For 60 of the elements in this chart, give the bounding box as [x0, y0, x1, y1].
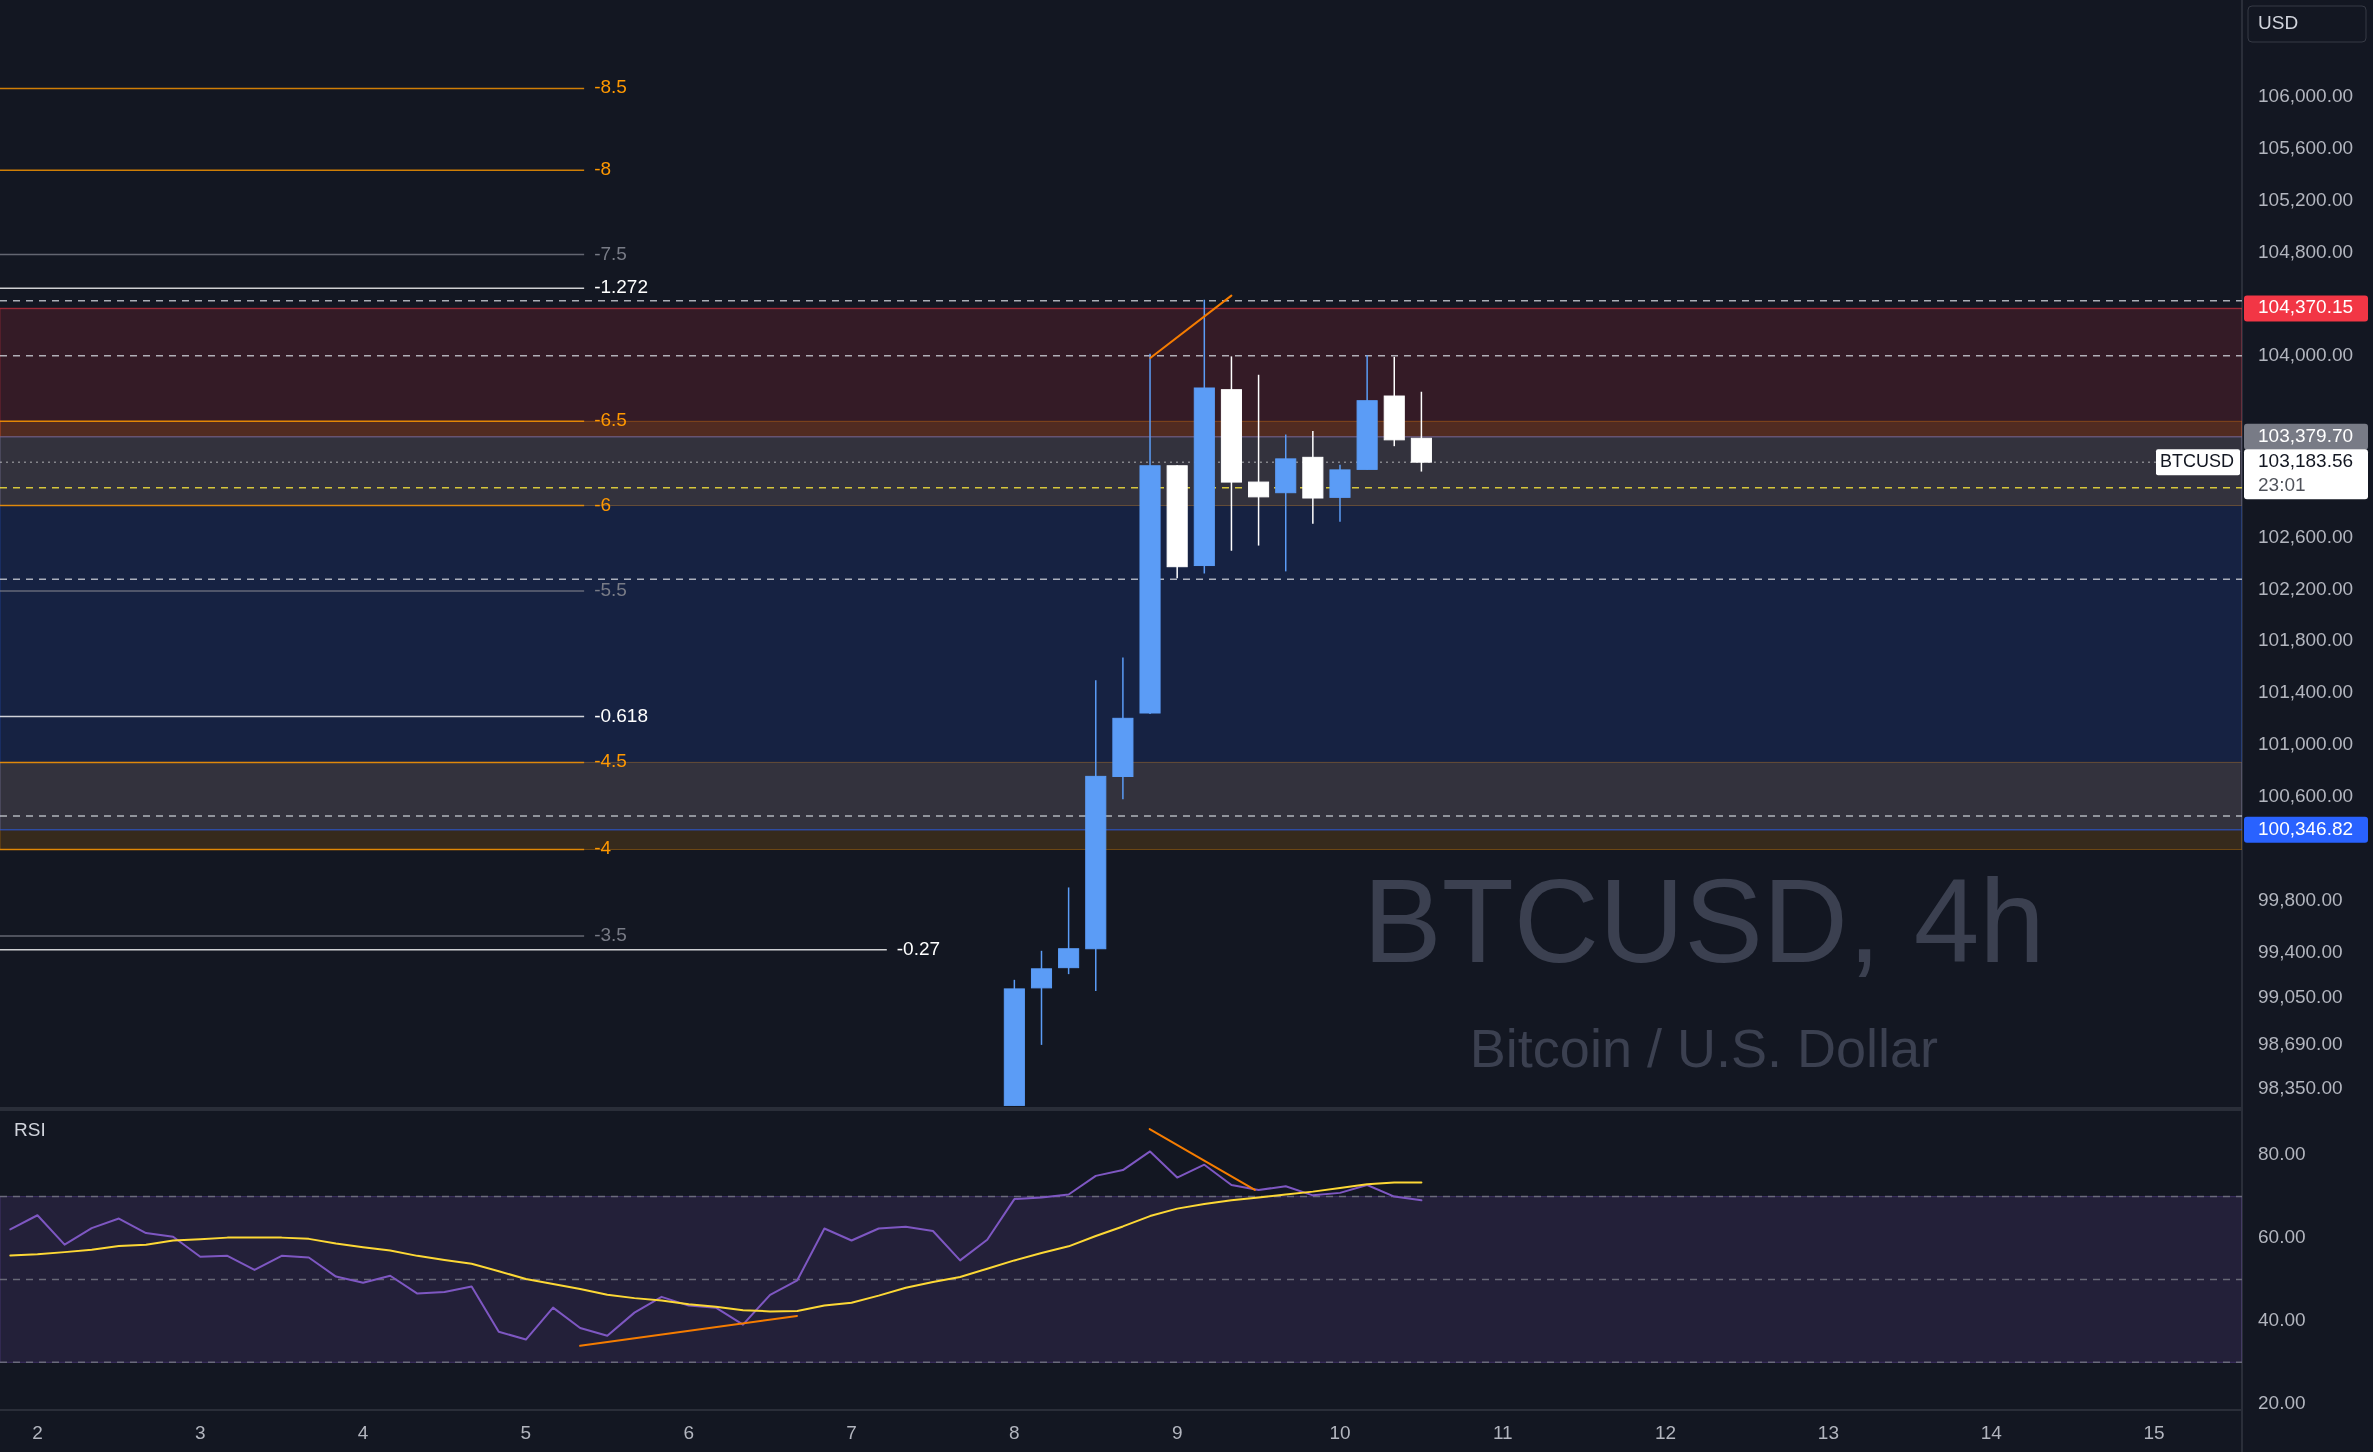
- annotation: -6.5: [594, 409, 627, 431]
- candlestick: [1248, 374, 1270, 547]
- candlestick: [1410, 391, 1432, 473]
- text: 23:01: [2258, 474, 2306, 496]
- x-tick-label: 5: [520, 1422, 532, 1444]
- y-tick-label: 20.00: [2258, 1391, 2306, 1413]
- y-tick-label: 99,050.00: [2258, 985, 2343, 1007]
- x-tick-label: 14: [1980, 1422, 2003, 1444]
- y-tick-label: 101,400.00: [2258, 681, 2354, 703]
- x-tick-label: 7: [846, 1422, 857, 1444]
- y-tick-label: 99,800.00: [2258, 888, 2343, 910]
- y-tick-label: 98,350.00: [2258, 1076, 2343, 1098]
- line-series: [9, 1181, 1423, 1313]
- y-tick-label: 102,600.00: [2258, 525, 2354, 547]
- y-tick-label: 101,800.00: [2258, 629, 2354, 651]
- annotation: -0.27: [896, 937, 941, 959]
- y-tick-label: 99,400.00: [2258, 940, 2343, 962]
- ref-line-label: 103,183.56: [2258, 450, 2354, 472]
- y-tick-label: 40.00: [2258, 1308, 2306, 1330]
- text: USD: [2258, 12, 2299, 34]
- x-tick-label: 12: [1655, 1422, 1677, 1444]
- annotation: -7.5: [594, 242, 627, 264]
- x-tick-label: 2: [32, 1422, 43, 1444]
- line-series: [9, 1150, 1423, 1341]
- candlestick: [1058, 886, 1080, 975]
- annotation: BTCUSD: [2159, 450, 2234, 471]
- y-tick-label: 60.00: [2258, 1226, 2306, 1248]
- y-tick-label: 101,000.00: [2258, 733, 2354, 755]
- annotation: -8: [594, 158, 612, 180]
- y-tick-label: 98,690.00: [2258, 1032, 2343, 1054]
- x-tick-label: 15: [2143, 1422, 2165, 1444]
- y-tick-label: 106,000.00: [2258, 85, 2354, 107]
- annotation: -6: [594, 493, 612, 515]
- x-tick-label: 8: [1009, 1422, 1020, 1444]
- x-tick-label: 6: [683, 1422, 695, 1444]
- ref-line-label: 104,370.15: [2258, 296, 2354, 318]
- y-tick-label: 102,200.00: [2258, 577, 2354, 599]
- ref-line-label: 100,346.82: [2258, 817, 2354, 839]
- y-tick-label: 100,600.00: [2258, 785, 2354, 806]
- annotation: -5.5: [594, 578, 627, 600]
- annotation: -3.5: [594, 924, 627, 946]
- annotation: -4: [594, 837, 612, 859]
- annotation: -1.272: [594, 276, 649, 298]
- annotation: -4.5: [594, 750, 627, 772]
- y-tick-label: 104,800.00: [2258, 240, 2354, 262]
- y-tick-label: 105,600.00: [2258, 137, 2354, 159]
- text: RSI: [14, 1119, 46, 1140]
- candlestick: [1030, 950, 1053, 1046]
- ref-line-label: 103,379.70: [2258, 424, 2354, 446]
- y-tick-label: 104,000.00: [2258, 344, 2354, 366]
- annotation: -0.618: [594, 704, 649, 726]
- x-tick-label: 11: [1492, 1422, 1513, 1444]
- x-tick-label: 3: [194, 1422, 206, 1444]
- y-tick-label: 80.00: [2258, 1143, 2306, 1165]
- x-tick-label: 10: [1329, 1422, 1351, 1444]
- annotation: -8.5: [594, 76, 627, 98]
- x-tick-label: 9: [1171, 1422, 1183, 1444]
- y-tick-label: 105,200.00: [2258, 188, 2354, 210]
- x-tick-label: 4: [357, 1422, 369, 1444]
- x-tick-label: 13: [1817, 1422, 1840, 1444]
